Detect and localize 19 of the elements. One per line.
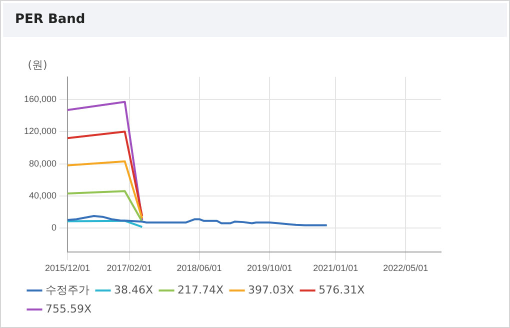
- legend-label: 397.03X: [248, 283, 295, 296]
- y-axis-title: (원): [28, 58, 48, 72]
- x-tick-label: 2019/10/01: [247, 263, 292, 274]
- y-tick-label: 0: [52, 222, 57, 233]
- legend-label: 576.31X: [318, 283, 366, 296]
- y-tick-label: 120,000: [24, 126, 57, 136]
- legend-label: 수정주가: [46, 283, 90, 296]
- y-tick-label: 80,000: [29, 158, 57, 168]
- x-tick-label: 2017/02/01: [106, 263, 152, 274]
- legend-label: 755.59X: [46, 302, 92, 316]
- chart-title: PER Band: [15, 12, 86, 27]
- y-tick-label: 40,000: [29, 190, 57, 200]
- legend-label: 217.74X: [178, 283, 224, 296]
- x-tick-label: 2015/12/01: [45, 263, 90, 274]
- x-tick-label: 2021/01/01: [313, 263, 358, 274]
- y-tick-label: 160,000: [24, 94, 57, 104]
- legend-label: 38.46X: [114, 283, 154, 296]
- x-tick-label: 2018/06/01: [176, 263, 222, 274]
- x-tick-label: 2022/05/01: [383, 263, 428, 274]
